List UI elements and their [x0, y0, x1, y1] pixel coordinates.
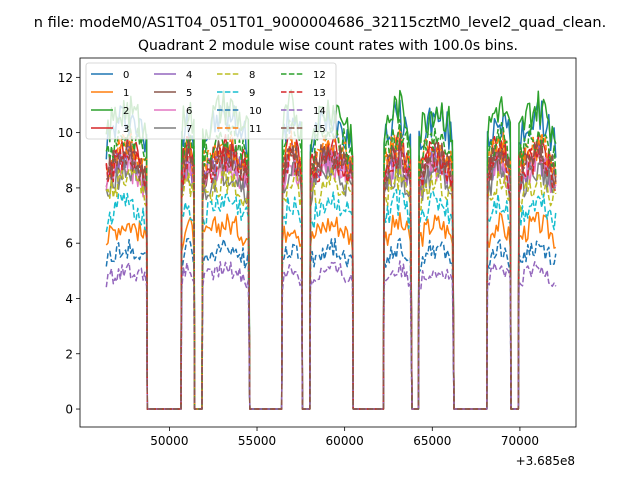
series-line-9: [105, 188, 557, 410]
legend-label-9: 9: [249, 88, 255, 99]
chart-title: Quadrant 2 module wise count rates with …: [138, 38, 518, 54]
series-line-8: [105, 166, 557, 410]
y-tick-label: 2: [65, 347, 73, 361]
y-tick-label: 6: [65, 237, 73, 251]
legend-label-6: 6: [186, 106, 192, 117]
legend-label-15: 15: [313, 124, 326, 135]
series-line-1: [105, 211, 557, 410]
x-tick-label: 65000: [413, 434, 451, 448]
y-tick-label: 10: [58, 126, 73, 140]
y-tick-label: 12: [58, 71, 73, 85]
legend-label-10: 10: [249, 106, 262, 117]
x-offset-label: +3.685e8: [516, 454, 575, 468]
legend-label-7: 7: [186, 124, 192, 135]
y-tick-label: 4: [65, 292, 73, 306]
legend-label-11: 11: [249, 124, 262, 135]
legend-label-0: 0: [123, 70, 129, 81]
plot-frame: [79, 57, 577, 428]
legend-label-4: 4: [186, 70, 192, 81]
x-tick-label: 70000: [501, 434, 539, 448]
x-tick-label: 55000: [238, 434, 276, 448]
legend-label-2: 2: [123, 106, 129, 117]
series-line-10: [105, 237, 557, 410]
series-line-14: [105, 260, 557, 410]
legend-frame: [85, 62, 337, 140]
legend-label-12: 12: [313, 70, 326, 81]
legend-label-14: 14: [313, 106, 326, 117]
figure-suptitle: n file: modeM0/AS1T04_051T01_9000004686_…: [34, 15, 606, 31]
series-line-15: [105, 138, 557, 410]
legend-label-13: 13: [313, 88, 326, 99]
legend-label-1: 1: [123, 88, 129, 99]
y-tick-label: 0: [65, 403, 73, 417]
y-axis: 0 2 4 6 8 10 12: [58, 71, 80, 417]
legend-label-3: 3: [123, 124, 129, 135]
x-axis: 50000 55000 60000 65000 70000: [150, 427, 539, 448]
legend-label-5: 5: [186, 88, 192, 99]
x-tick-label: 60000: [326, 434, 364, 448]
y-tick-label: 8: [65, 181, 73, 195]
legend-label-8: 8: [249, 70, 255, 81]
series-lines: [105, 89, 557, 410]
x-tick-label: 50000: [150, 434, 188, 448]
